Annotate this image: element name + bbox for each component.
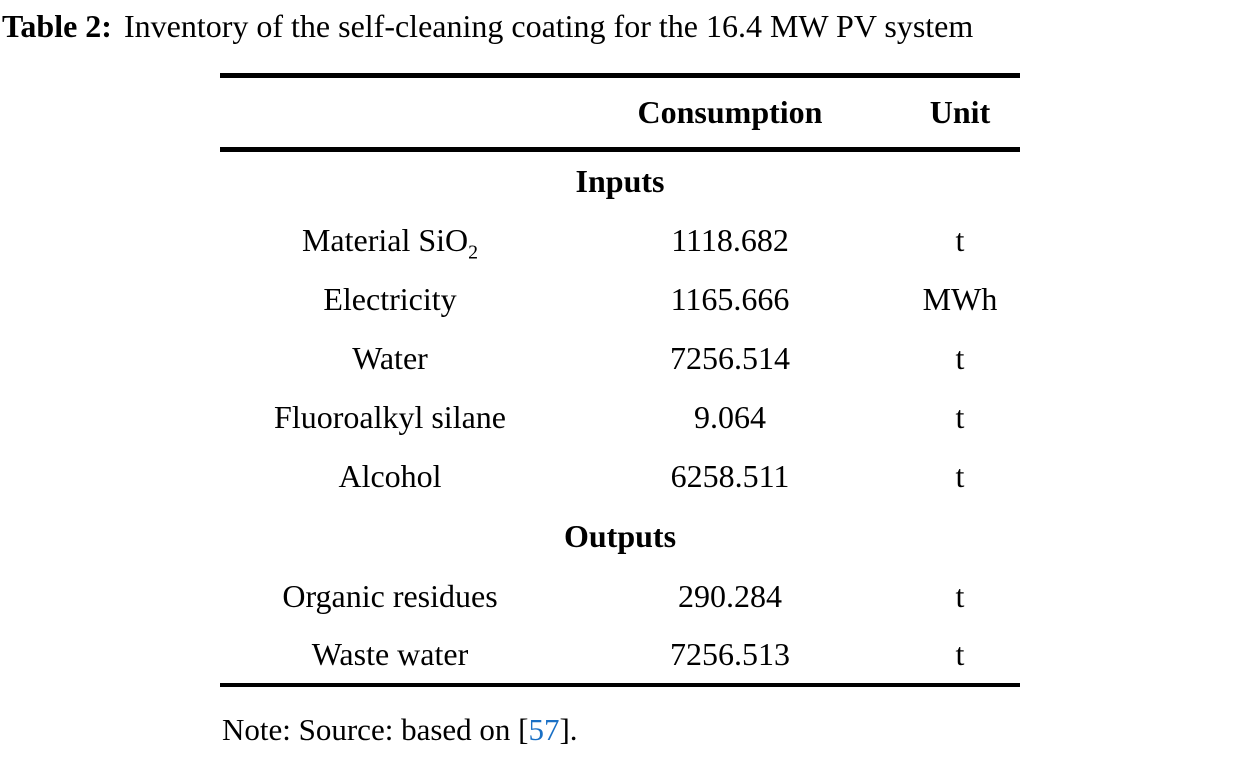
- row-label: Fluoroalkyl silane: [274, 398, 506, 435]
- consumption-value: 6258.511: [670, 457, 790, 494]
- row-label: Waste water: [311, 635, 469, 672]
- table-caption-text: Inventory of the self-cleaning coating f…: [123, 8, 974, 44]
- section-header-inputs: Inputs: [220, 150, 1020, 211]
- consumption-value: 1165.666: [670, 280, 790, 317]
- note-text-prefix: Note: Source: based on [: [222, 712, 529, 747]
- row-label: Alcohol: [338, 457, 442, 494]
- inventory-table: Consumption Unit Inputs Material SiO2 11…: [220, 73, 1020, 687]
- unit-value: t: [955, 221, 965, 258]
- table-row: Water 7256.514 t: [220, 329, 1020, 388]
- table-note: Note: Source: based on [57].: [222, 712, 578, 748]
- section-header-label: Inputs: [575, 162, 665, 199]
- consumption-value: 7256.513: [670, 635, 790, 672]
- table-row: Alcohol 6258.511 t: [220, 447, 1020, 506]
- table-row: Electricity 1165.666 MWh: [220, 270, 1020, 329]
- consumption-value: 290.284: [678, 577, 782, 614]
- table-row: Fluoroalkyl silane 9.064 t: [220, 388, 1020, 447]
- section-header-outputs: Outputs: [220, 506, 1020, 567]
- table-caption: Table 2: Inventory of the self-cleaning c…: [2, 6, 1240, 46]
- consumption-value: 1118.682: [671, 221, 789, 258]
- header-row: Consumption Unit: [220, 75, 1020, 152]
- consumption-value: 9.064: [694, 398, 766, 435]
- chemical-subscript: 2: [468, 240, 479, 263]
- note-text-suffix: ].: [559, 712, 578, 747]
- table-row: Material SiO2 1118.682 t: [220, 211, 1020, 270]
- header-empty-cell: [220, 75, 560, 152]
- consumption-value: 7256.514: [670, 339, 790, 376]
- table-caption-label: Table 2:: [2, 8, 112, 44]
- header-consumption: Consumption: [560, 75, 900, 152]
- table-row: Organic residues 290.284 t: [220, 567, 1020, 626]
- unit-value: t: [955, 339, 965, 376]
- section-header-label: Outputs: [563, 517, 677, 554]
- unit-value: t: [955, 457, 965, 494]
- unit-value: MWh: [922, 280, 998, 317]
- unit-value: t: [955, 398, 965, 435]
- table-row: Waste water 7256.513 t: [220, 626, 1020, 685]
- row-label: Water: [352, 339, 428, 376]
- row-label: Material SiO2: [301, 221, 479, 263]
- unit-value: t: [955, 635, 965, 672]
- row-label: Organic residues: [282, 577, 498, 614]
- header-unit: Unit: [900, 75, 1020, 152]
- unit-value: t: [955, 577, 965, 614]
- row-label: Electricity: [323, 280, 457, 317]
- citation-link[interactable]: 57: [528, 712, 560, 747]
